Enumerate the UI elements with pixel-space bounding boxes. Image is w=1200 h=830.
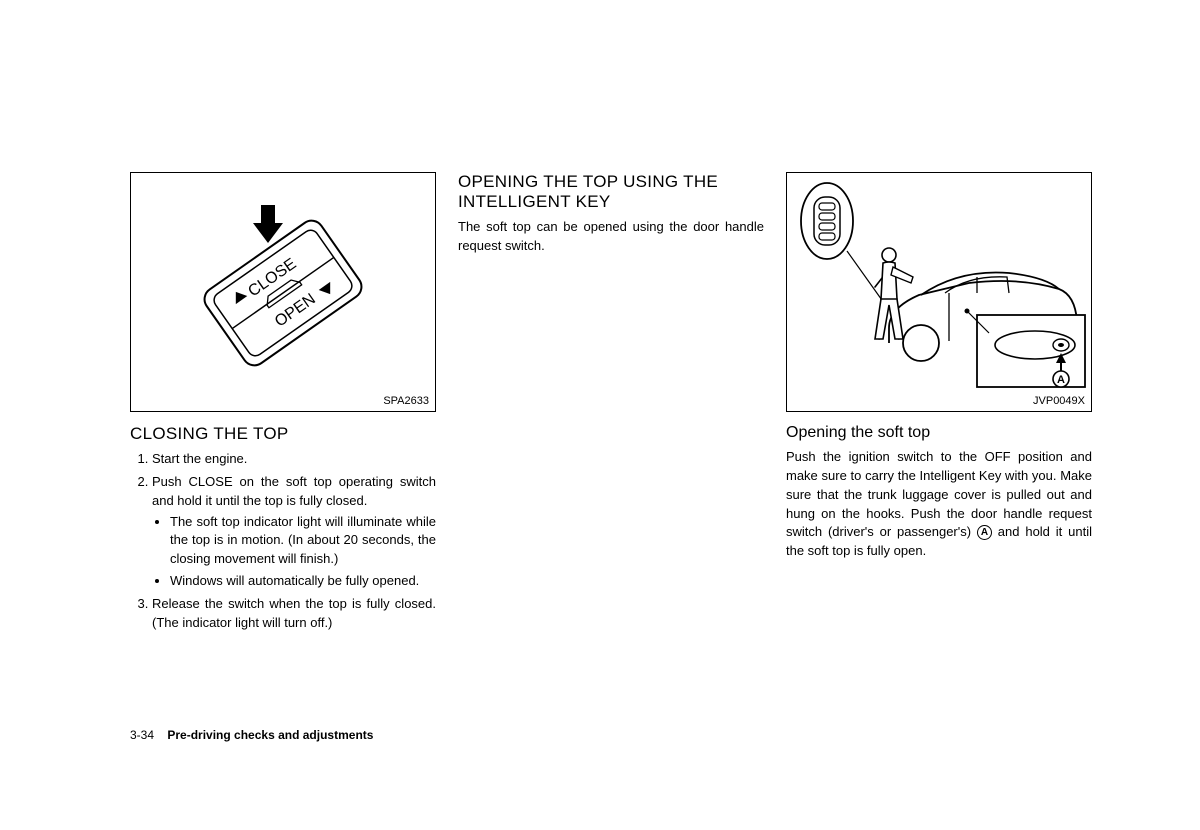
intro-text: The soft top can be opened using the doo… [458,218,764,256]
step-2-bullets: The soft top indicator light will illumi… [152,513,436,591]
closing-steps: Start the engine. Push CLOSE on the soft… [130,450,436,633]
page-footer: 3-34 Pre-driving checks and adjustments [130,728,373,742]
chapter-title: Pre-driving checks and adjustments [167,728,373,742]
column-left: CLOSE OPEN SPA2633 CLOSING THE TOP [130,172,436,637]
circled-a-icon: A [977,525,992,540]
step-2-text: Push CLOSE on the soft top operating swi… [152,474,436,508]
bullet-windows: Windows will automatically be fully open… [170,572,436,591]
figure-caption-1: SPA2633 [383,395,429,407]
heading-opening-intelligent-key: OPENING THE TOP USING THE INTELLIGENT KE… [458,172,764,212]
step-1: Start the engine. [152,450,436,469]
page-container: CLOSE OPEN SPA2633 CLOSING THE TOP [0,0,1200,637]
heading-closing-the-top: CLOSING THE TOP [130,424,436,444]
heading-opening-soft-top: Opening the soft top [786,424,1092,442]
figure-close-switch: CLOSE OPEN SPA2633 [130,172,436,412]
person-car-illustration: A [787,173,1091,411]
page-number: 3-34 [130,728,154,742]
column-middle: OPENING THE TOP USING THE INTELLIGENT KE… [458,172,764,637]
bullet-indicator: The soft top indicator light will illumi… [170,513,436,570]
step-2: Push CLOSE on the soft top operating swi… [152,473,436,591]
step-3: Release the switch when the top is fully… [152,595,436,633]
switch-illustration: CLOSE OPEN [131,173,435,411]
column-right: A JVP0049X Opening the soft top Push the… [786,172,1092,637]
figure-caption-2: JVP0049X [1033,395,1085,407]
badge-a-in-figure: A [1057,374,1065,386]
opening-body: Push the ignition switch to the OFF posi… [786,448,1092,561]
figure-person-car: A JVP0049X [786,172,1092,412]
